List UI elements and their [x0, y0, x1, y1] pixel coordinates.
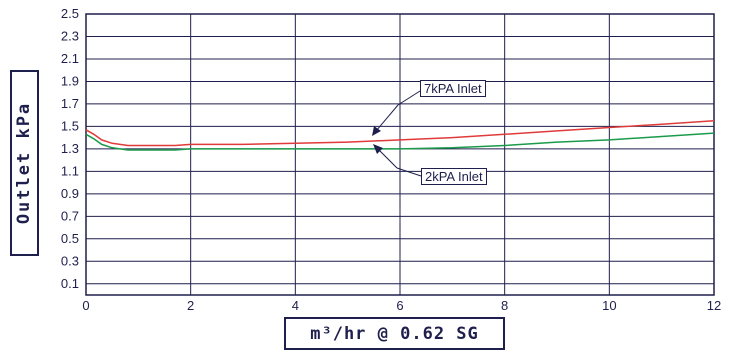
series-line-0	[85, 120, 715, 147]
y-axis-title-text: Outlet kPa	[14, 101, 35, 225]
arrow-2kpa-head	[373, 144, 383, 154]
x-tick-label: 8	[501, 298, 508, 313]
series-line-1	[85, 132, 715, 151]
x-tick-label: 10	[602, 298, 616, 313]
y-tick-label: 2.5	[61, 6, 79, 21]
series-lines	[85, 120, 715, 151]
y-tick-label: 1.5	[61, 118, 79, 133]
y-tick-label: 0.3	[61, 253, 79, 268]
y-tick-label: 0.7	[61, 208, 79, 223]
y-tick-label: 1.3	[61, 141, 79, 156]
x-tick-label: 0	[82, 298, 89, 313]
arrow-7kpa-head	[372, 126, 381, 136]
legend-label-7kpa: 7kPA Inlet	[420, 80, 486, 97]
arrow-7kpa	[397, 90, 421, 106]
x-tick-label: 2	[187, 298, 194, 313]
x-axis-title-text: m³/hr @ 0.62 SG	[310, 323, 479, 344]
y-axis-title: Outlet kPa	[10, 70, 39, 256]
arrow-7kpa-stem	[375, 104, 399, 132]
arrow-2kpa-stem	[377, 148, 398, 169]
x-tick-label: 4	[292, 298, 299, 313]
y-tick-label: 1.9	[61, 73, 79, 88]
y-tick-label: 2.3	[61, 28, 79, 43]
y-tick-label: 0.1	[61, 276, 79, 291]
y-tick-label: 1.1	[61, 163, 79, 178]
arrow-2kpa	[396, 167, 422, 177]
y-tick-label: 2.1	[61, 51, 79, 66]
callout-arrows	[372, 90, 422, 177]
x-tick-label: 6	[396, 298, 403, 313]
legend-label-2kpa: 2kPA Inlet	[421, 168, 487, 185]
x-tick-label: 12	[707, 298, 721, 313]
y-tick-label: 0.5	[61, 231, 79, 246]
tick-labels: 0.1 0.3 0.5 0.7 0.9 1.1 1.3 1.5 1.7 1.9 2.1 2.3 2.5 0…	[61, 6, 721, 313]
x-axis-title: m³/hr @ 0.62 SG	[284, 317, 505, 350]
y-tick-label: 0.9	[61, 186, 79, 201]
y-tick-label: 1.7	[61, 96, 79, 111]
